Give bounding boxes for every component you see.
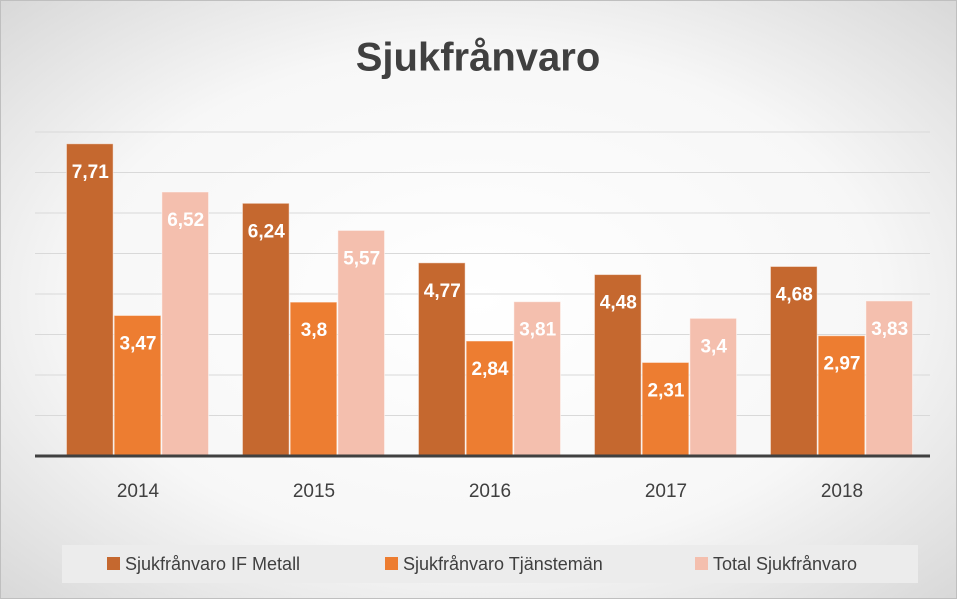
chart-title: Sjukfrånvaro (356, 36, 601, 80)
bar (241, 202, 290, 457)
legend-marker (107, 557, 120, 570)
bar (465, 340, 514, 457)
data-label: 3,81 (519, 320, 556, 341)
data-label: 7,71 (72, 162, 109, 183)
x-tick-label: 2015 (293, 481, 335, 502)
x-tick-label: 2014 (117, 481, 160, 502)
data-label: 4,48 (600, 293, 637, 314)
data-label: 6,52 (167, 210, 204, 231)
data-label: 2,84 (472, 359, 509, 380)
bar (113, 314, 162, 457)
bar (641, 361, 690, 457)
data-label: 6,24 (248, 221, 285, 242)
bar (689, 317, 738, 457)
legend-label: Total Sjukfrånvaro (713, 554, 857, 574)
data-label: 2,31 (648, 380, 685, 401)
bar (817, 335, 866, 457)
legend-marker (385, 557, 398, 570)
legend-label: Sjukfrånvaro Tjänstemän (403, 554, 603, 574)
bar (513, 301, 562, 457)
x-tick-label: 2018 (821, 481, 863, 502)
data-label: 3,83 (871, 319, 908, 340)
bar (593, 274, 642, 457)
data-label: 3,4 (700, 336, 727, 357)
bar (289, 301, 338, 457)
data-label: 4,77 (424, 281, 461, 302)
data-label: 3,47 (120, 333, 157, 354)
data-label: 2,97 (824, 354, 861, 375)
bar (65, 143, 114, 457)
data-label: 3,8 (301, 320, 327, 341)
legend-marker (695, 557, 708, 570)
bar (161, 191, 210, 457)
x-tick-label: 2017 (645, 481, 687, 502)
data-label: 4,68 (776, 284, 813, 305)
x-tick-label: 2016 (469, 481, 511, 502)
legend-label: Sjukfrånvaro IF Metall (125, 554, 300, 574)
legend-box (62, 545, 918, 583)
bar (769, 265, 818, 457)
data-label: 5,57 (343, 248, 380, 269)
